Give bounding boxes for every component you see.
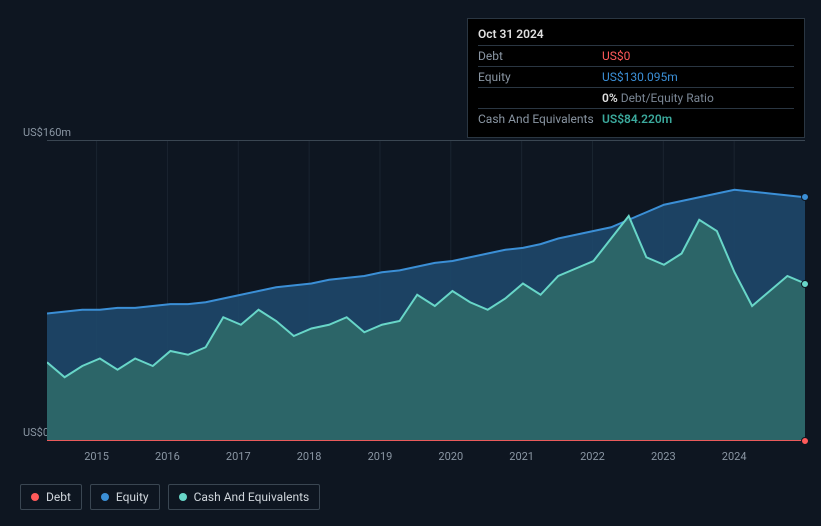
- chart-svg: [47, 141, 805, 441]
- x-axis-tick: 2020: [438, 450, 463, 463]
- series-end-marker-debt: [801, 437, 809, 445]
- x-axis-tick: 2021: [509, 450, 534, 463]
- x-axis-tick: 2022: [580, 450, 605, 463]
- tooltip-row-ratio: 0% Debt/Equity Ratio: [478, 87, 794, 108]
- legend-item-debt[interactable]: Debt: [20, 484, 82, 510]
- tooltip-row-cash: Cash And Equivalents US$84.220m: [478, 108, 794, 129]
- x-axis-tick: 2017: [226, 450, 251, 463]
- chart-tooltip: Oct 31 2024 Debt US$0 Equity US$130.095m…: [467, 18, 805, 138]
- y-axis-label-bottom: US$0: [23, 426, 49, 439]
- tooltip-ratio-pct: 0%: [602, 91, 618, 105]
- tooltip-cash-label: Cash And Equivalents: [478, 112, 602, 126]
- dot-icon: [179, 493, 187, 501]
- x-axis-tick: 2024: [722, 450, 747, 463]
- x-axis-tick: 2015: [84, 450, 109, 463]
- tooltip-ratio-txt: Debt/Equity Ratio: [618, 91, 714, 105]
- tooltip-row-debt: Debt US$0: [478, 45, 794, 66]
- tooltip-equity-label: Equity: [478, 70, 602, 84]
- legend-label-cash: Cash And Equivalents: [194, 490, 310, 504]
- x-axis-tick: 2019: [368, 450, 393, 463]
- series-end-marker-equity: [801, 193, 809, 201]
- tooltip-debt-label: Debt: [478, 49, 602, 63]
- dot-icon: [101, 493, 109, 501]
- tooltip-debt-value: US$0: [602, 49, 794, 63]
- dot-icon: [31, 493, 39, 501]
- tooltip-date: Oct 31 2024: [478, 25, 794, 45]
- x-axis-tick: 2018: [297, 450, 322, 463]
- x-axis-tick: 2016: [155, 450, 180, 463]
- tooltip-ratio-label-empty: [478, 91, 602, 105]
- y-axis-label-top: US$160m: [23, 126, 71, 139]
- series-end-marker-cash: [801, 280, 809, 288]
- x-axis-tick: 2023: [651, 450, 676, 463]
- legend-label-equity: Equity: [116, 490, 149, 504]
- tooltip-row-equity: Equity US$130.095m: [478, 66, 794, 87]
- tooltip-equity-value: US$130.095m: [602, 70, 794, 84]
- x-axis: 2015 2016 2017 2018 2019 2020 2021 2022 2023 2024: [47, 450, 805, 466]
- chart-legend: Debt Equity Cash And Equivalents: [20, 484, 320, 510]
- legend-item-cash[interactable]: Cash And Equivalents: [168, 484, 321, 510]
- tooltip-ratio-value: 0% Debt/Equity Ratio: [602, 91, 794, 105]
- legend-label-debt: Debt: [46, 490, 71, 504]
- legend-item-equity[interactable]: Equity: [90, 484, 160, 510]
- chart-plot-area[interactable]: [47, 140, 805, 440]
- tooltip-cash-value: US$84.220m: [602, 112, 794, 126]
